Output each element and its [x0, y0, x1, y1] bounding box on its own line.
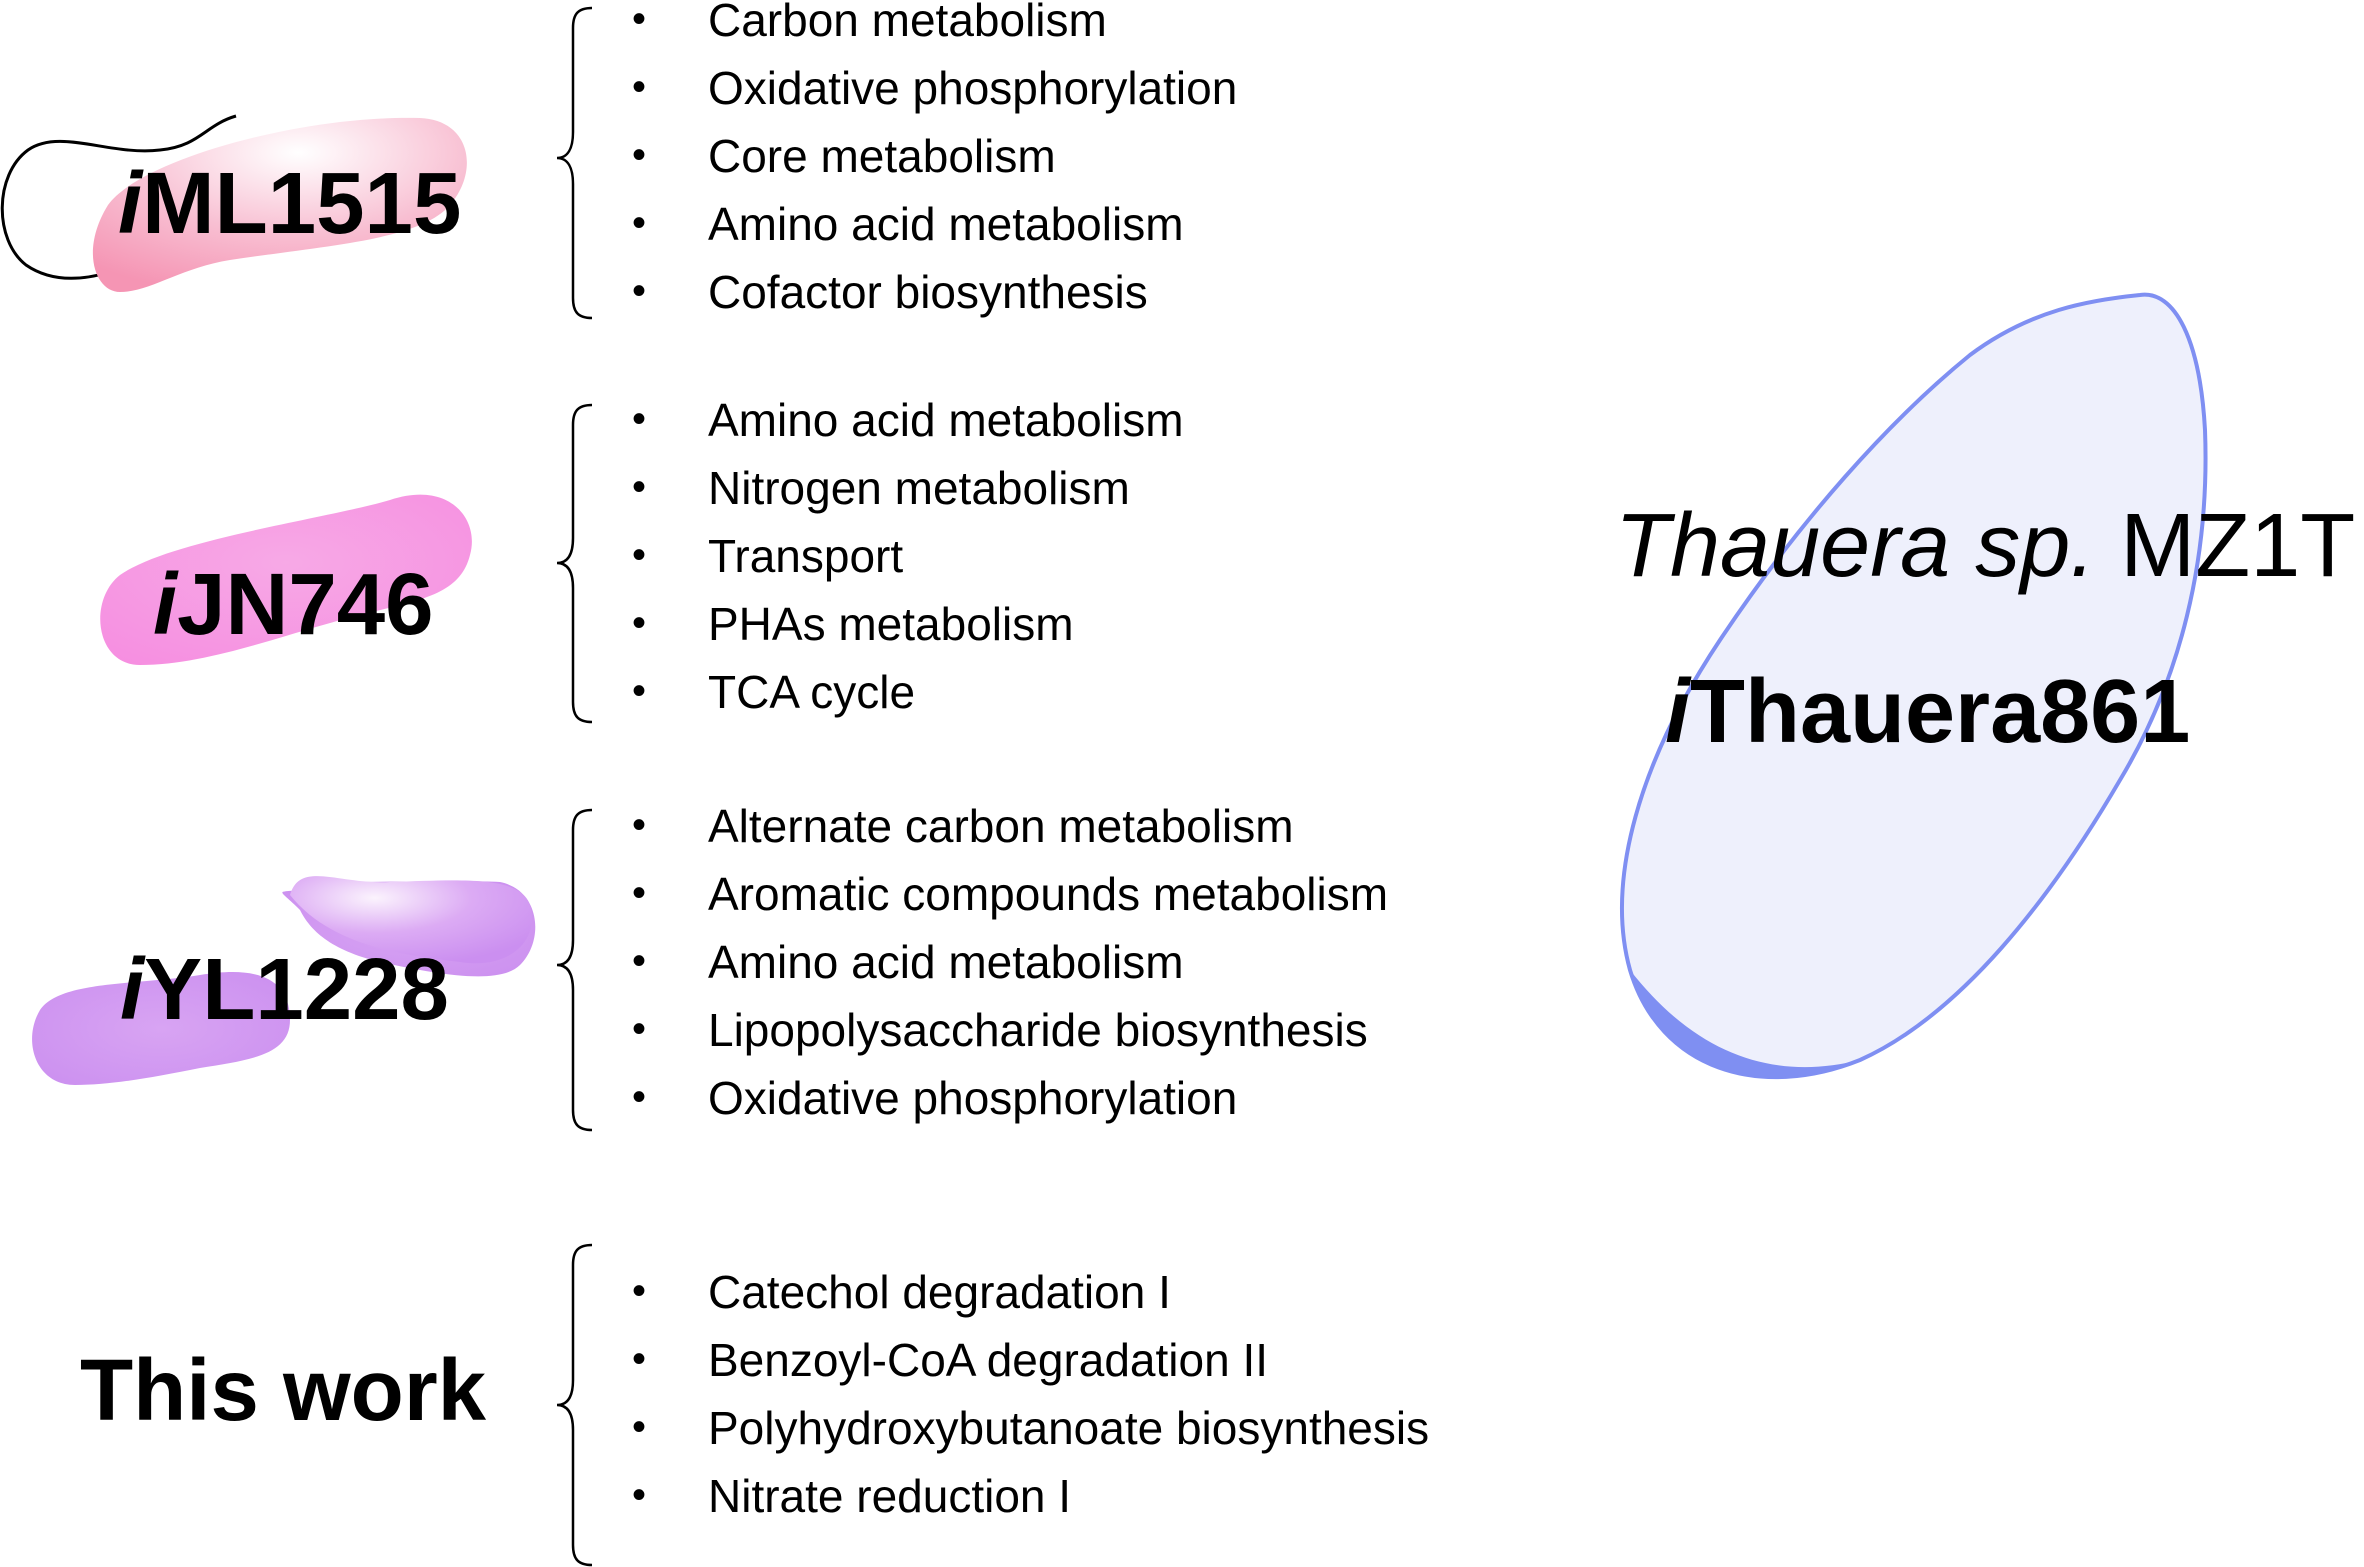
list-item: TCA cycle: [708, 666, 915, 718]
list-item: Nitrogen metabolism: [708, 462, 1130, 514]
item-list-group-1: • Carbon metabolism • Oxidative phosphor…: [632, 0, 1237, 318]
list-item: Catechol degradation I: [708, 1266, 1171, 1318]
organism-model-label: iThauera861: [1665, 662, 2190, 762]
list-bullet: •: [632, 1269, 646, 1313]
list-bullet: •: [632, 465, 646, 509]
list-bullet: •: [632, 201, 646, 245]
list-bullet: •: [632, 1337, 646, 1381]
item-list-group-2: • Amino acid metabolism • Nitrogen metab…: [632, 394, 1184, 718]
model-label-ijn746: iJN746: [153, 556, 434, 653]
list-item: Amino acid metabolism: [708, 198, 1184, 250]
list-item: Lipopolysaccharide biosynthesis: [708, 1004, 1368, 1056]
list-bullet: •: [632, 0, 646, 41]
brace-group-3: [556, 808, 593, 1132]
list-item: Cofactor biosynthesis: [708, 266, 1148, 318]
list-bullet: •: [632, 269, 646, 313]
list-item: Benzoyl-CoA degradation II: [708, 1334, 1268, 1386]
list-item: Core metabolism: [708, 130, 1056, 182]
list-item: Polyhydroxybutanoate biosynthesis: [708, 1402, 1429, 1454]
list-bullet: •: [632, 939, 646, 983]
list-item: Transport: [708, 530, 903, 582]
list-bullet: •: [632, 533, 646, 577]
list-item: Nitrate reduction I: [708, 1470, 1071, 1522]
thauera-cell-shadow: [1630, 970, 1860, 1078]
list-item: Amino acid metabolism: [708, 394, 1184, 446]
list-bullet: •: [632, 397, 646, 441]
list-bullet: •: [632, 1405, 646, 1449]
model-label-iml1515: iML1515: [118, 155, 461, 252]
flagellum: [0, 114, 237, 280]
list-bullet: •: [632, 871, 646, 915]
list-item: Carbon metabolism: [708, 0, 1107, 46]
ijn746-cell-icon: [100, 494, 472, 665]
iml1515-cell-icon: [0, 114, 467, 292]
list-bullet: •: [632, 133, 646, 177]
list-item: Oxidative phosphorylation: [708, 62, 1237, 114]
list-item: Oxidative phosphorylation: [708, 1072, 1237, 1124]
list-bullet: •: [632, 1473, 646, 1517]
list-bullet: •: [632, 601, 646, 645]
iml1515-cell-body: [92, 117, 467, 292]
list-item: Aromatic compounds metabolism: [708, 868, 1388, 920]
list-bullet: •: [632, 65, 646, 109]
brace-group-2: [556, 403, 593, 724]
list-item: Alternate carbon metabolism: [708, 800, 1294, 852]
list-bullet: •: [632, 1075, 646, 1119]
list-item: Amino acid metabolism: [708, 936, 1184, 988]
this-work-label: This work: [80, 1342, 487, 1439]
model-label-iyl1228: iYL1228: [120, 941, 449, 1038]
item-list-group-4: • Catechol degradation I • Benzoyl-CoA d…: [632, 1266, 1429, 1522]
list-bullet: •: [632, 669, 646, 713]
organism-name: Thauera sp. MZ1T: [1615, 496, 2355, 596]
brace-group-1: [556, 6, 593, 320]
list-bullet: •: [632, 1007, 646, 1051]
iyl1228-cell-icon: [32, 876, 536, 1085]
list-item: PHAs metabolism: [708, 598, 1074, 650]
thauera-cell-icon: [1620, 292, 2208, 1080]
item-list-group-3: • Alternate carbon metabolism • Aromatic…: [632, 800, 1388, 1124]
list-bullet: •: [632, 803, 646, 847]
brace-group-4: [556, 1243, 593, 1567]
thauera-cell-body: [1620, 292, 2208, 1080]
